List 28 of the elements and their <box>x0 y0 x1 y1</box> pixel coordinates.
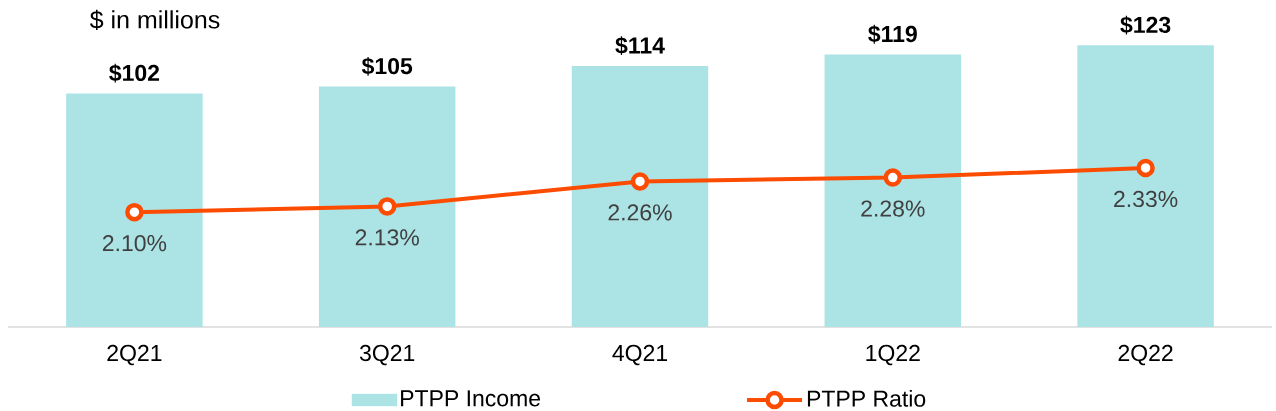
data-label: 2.13% <box>355 229 419 246</box>
x-tick-label: 2Q21 <box>107 344 162 366</box>
data-label: 2.28% <box>861 200 925 217</box>
data-label: $105 <box>361 56 413 76</box>
data-label: $119 <box>868 24 917 44</box>
x-tick-label: 2Q22 <box>1118 344 1173 366</box>
legend-label: PTPP Income <box>401 390 541 407</box>
data-label: 2.26% <box>608 204 672 221</box>
bar <box>318 86 456 327</box>
data-label: $102 <box>109 63 160 83</box>
x-tick-label: 1Q22 <box>866 344 920 366</box>
point <box>125 202 144 222</box>
bar <box>571 65 709 327</box>
y-axis-title: $ in millions <box>89 9 220 31</box>
x-tick-label: 3Q21 <box>359 344 415 366</box>
point <box>883 168 903 187</box>
bar <box>824 54 962 327</box>
point <box>630 172 650 191</box>
bar <box>1077 45 1214 327</box>
point <box>1136 158 1155 178</box>
data-label: $114 <box>615 36 665 56</box>
bar <box>66 93 203 327</box>
x-tick-label: 4Q21 <box>612 344 667 366</box>
legend-label: PTPP Ratio <box>807 389 926 407</box>
point <box>377 197 397 216</box>
data-label: $123 <box>1120 15 1171 35</box>
data-label: 2.33% <box>1114 190 1178 208</box>
data-label: 2.10% <box>102 235 167 252</box>
